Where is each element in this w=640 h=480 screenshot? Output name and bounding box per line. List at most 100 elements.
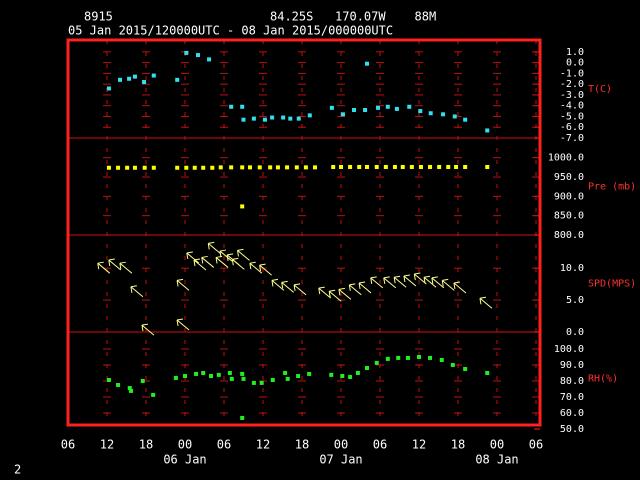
wind-arrow [97,261,111,274]
data-point [374,164,379,169]
data-point [307,113,312,118]
wind-arrow [215,255,229,268]
data-point [285,376,290,381]
wind-arrow [186,251,200,264]
data-point [450,362,455,367]
data-point [201,370,206,375]
data-point [485,128,490,133]
wind-arrow [453,281,467,294]
x-tick-label: 18 [139,438,153,452]
data-point [175,77,180,82]
wind-arrow [231,257,245,270]
data-point [184,165,189,170]
x-tick-label: 06 [529,438,543,452]
data-point [270,115,275,120]
data-point [151,392,156,397]
station-location: 84.25S 170.07W 88M [270,10,436,24]
x-tick-label: 00 [490,438,504,452]
data-point [329,372,334,377]
data-point [132,74,137,79]
data-point [400,164,405,169]
data-point [285,165,290,170]
wind-arrow [249,261,263,274]
wind-arrow [393,275,407,288]
data-point [106,86,111,91]
wind-arrow [281,280,295,293]
data-point [376,105,381,110]
data-point [454,164,459,169]
frame [66,38,542,427]
data-point [463,366,468,371]
data-point [385,356,390,361]
wind-arrow [237,248,250,261]
data-point [439,358,444,363]
data-point [201,165,206,170]
y-tick-label: 1.0 [566,47,584,58]
data-point [142,80,147,84]
y-tick-label: 900.0 [554,191,584,202]
y-tick-label: -2.0 [560,79,584,90]
wind-arrow [271,278,285,291]
x-tick-label: 00 [178,438,192,452]
wind-arrow [441,278,455,291]
data-point [374,360,379,365]
y-tick-label: 850.0 [554,211,584,222]
data-point [151,73,156,78]
y-tick-label: 950.0 [554,172,584,183]
data-point [296,374,301,379]
data-point [210,165,215,170]
wind-arrow [176,318,190,331]
data-point [437,164,442,169]
data-point [229,376,234,381]
y-axis-label: SPD(MPS) [588,279,636,290]
data-point [329,105,334,110]
data-point [125,165,130,170]
data-point [251,116,256,121]
data-point [394,106,399,111]
wind-arrow [293,283,307,296]
data-point [340,374,345,379]
wind-arrow [328,289,342,302]
wind-arrow [318,286,332,299]
wind-arrow [348,283,362,296]
data-point [142,165,147,170]
wind-arrow [176,278,190,291]
station-id: 8915 [84,10,113,24]
data-point [385,104,390,109]
y-tick-label: 10.0 [560,263,584,274]
data-point [363,108,368,112]
x-tick-label: 06 [217,438,231,452]
y-tick-label: 1000.0 [548,153,584,164]
x-tick-label: 12 [100,438,114,452]
data-point [339,164,343,169]
data-point [452,114,457,119]
data-point [257,165,262,170]
data-point [229,165,234,170]
wind-arrow [201,255,215,268]
y-tick-label: 800.0 [554,230,584,241]
data-point [365,61,369,66]
data-point [428,111,433,116]
page-number: 2 [14,463,21,477]
wind-arrow [193,258,207,271]
y-tick-label: 50.0 [560,424,584,435]
data-point [270,378,275,383]
data-point [240,371,245,376]
data-point [227,370,232,375]
data-point [407,104,412,109]
data-point [485,164,490,169]
data-point [218,165,223,170]
wind-arrow [479,296,493,309]
data-point [184,50,189,55]
data-point [355,370,360,375]
data-point [241,117,246,122]
data-point [240,104,245,109]
data-point [196,53,200,58]
x-tick-label: 06 [373,438,387,452]
y-tick-label: 80.0 [560,376,584,387]
y-tick-label: -5.0 [560,111,584,122]
wind-arrow [219,249,233,262]
data-point [405,355,410,360]
data-point [116,165,121,170]
